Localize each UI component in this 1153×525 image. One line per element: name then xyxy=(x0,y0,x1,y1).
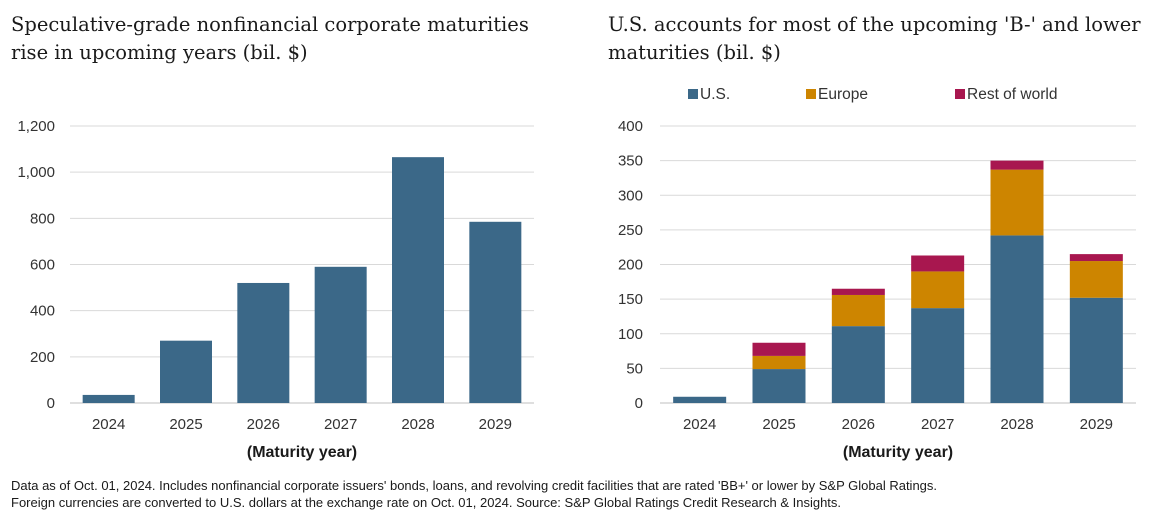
left-x-tick-label: 2028 xyxy=(401,416,434,433)
right-y-tick-label: 250 xyxy=(618,222,643,239)
right-bar-rest-of-world-2027 xyxy=(911,255,965,272)
right-x-tick-label: 2024 xyxy=(683,416,716,433)
legend-swatch-us xyxy=(688,89,698,99)
right-bar-rest-of-world-2029 xyxy=(1069,254,1123,262)
footnote: Data as of Oct. 01, 2024. Includes nonfi… xyxy=(11,477,1146,511)
left-bar-chart: 0 200 400 600 800 1,000 1,200 2024 2025 2026 2027 2… xyxy=(17,118,534,461)
left-y-tick-label: 200 xyxy=(30,349,55,366)
left-chart-title: Speculative-grade nonfinancial corporate… xyxy=(11,13,529,64)
right-x-tick-label: 2028 xyxy=(1000,416,1033,433)
right-bar-rest-of-world-2026 xyxy=(831,288,885,295)
right-bar-europe-2028 xyxy=(990,169,1044,236)
right-chart-title: U.S. accounts for most of the upcoming '… xyxy=(608,13,1141,64)
right-y-tick-label: 200 xyxy=(618,257,643,274)
left-x-tick-label: 2024 xyxy=(92,416,125,433)
left-y-tick-label: 0 xyxy=(47,395,55,412)
right-x-tick-label: 2029 xyxy=(1080,416,1113,433)
right-y-tick-label: 150 xyxy=(618,291,643,308)
left-y-tick-label: 600 xyxy=(30,257,55,274)
right-bar-us-2027 xyxy=(911,308,965,403)
left-bar-2024 xyxy=(82,394,135,403)
legend-swatch-rest-of-world xyxy=(955,89,965,99)
footnote-line-1: Data as of Oct. 01, 2024. Includes nonfi… xyxy=(11,478,938,493)
right-x-tick-label: 2025 xyxy=(762,416,795,433)
right-bar-europe-2025 xyxy=(752,355,806,370)
right-bar-us-2026 xyxy=(831,326,885,403)
left-bar-2025 xyxy=(160,340,212,403)
right-bar-us-2028 xyxy=(990,235,1044,403)
left-x-tick-label: 2029 xyxy=(479,416,512,433)
legend-swatch-europe xyxy=(806,89,816,99)
right-y-tick-label: 300 xyxy=(618,187,643,204)
legend-label-rest-of-world: Rest of world xyxy=(967,86,1057,103)
left-bar-2028 xyxy=(392,157,444,403)
right-bar-us-2024 xyxy=(673,396,727,403)
left-y-tick-label: 1,200 xyxy=(17,118,55,135)
left-bar-2029 xyxy=(469,221,522,403)
left-x-tick-label: 2026 xyxy=(247,416,280,433)
right-bar-europe-2027 xyxy=(911,271,965,309)
left-x-tick-label: 2027 xyxy=(324,416,357,433)
right-bar-europe-2029 xyxy=(1069,261,1123,298)
right-bar-rest-of-world-2025 xyxy=(752,342,806,356)
right-y-tick-label: 0 xyxy=(635,395,643,412)
left-bar-2027 xyxy=(314,266,367,403)
left-x-axis-title: (Maturity year) xyxy=(247,444,357,461)
right-bar-rest-of-world-2028 xyxy=(990,160,1044,170)
right-y-tick-label: 400 xyxy=(618,118,643,135)
right-bar-us-2025 xyxy=(752,369,806,403)
footnote-line-2: Foreign currencies are converted to U.S.… xyxy=(11,495,842,510)
left-y-tick-label: 400 xyxy=(30,303,55,320)
right-x-tick-label: 2027 xyxy=(921,416,954,433)
legend-label-us: U.S. xyxy=(700,86,730,103)
legend-item-europe: Europe xyxy=(806,86,868,103)
right-x-tick-label: 2026 xyxy=(842,416,875,433)
legend-item-us: U.S. xyxy=(688,86,730,103)
right-x-axis-title: (Maturity year) xyxy=(843,444,953,461)
left-x-tick-label: 2025 xyxy=(169,416,202,433)
right-y-tick-label: 50 xyxy=(626,360,643,377)
legend-item-rest-of-world: Rest of world xyxy=(955,86,1057,103)
legend-label-europe: Europe xyxy=(818,86,868,103)
right-bar-us-2029 xyxy=(1069,297,1123,403)
left-y-tick-label: 1,000 xyxy=(17,164,55,181)
right-stacked-bar-chart: 0 50 100 150 200 250 300 350 400 2024 2025 2026 2027… xyxy=(618,86,1136,461)
right-y-tick-label: 350 xyxy=(618,153,643,170)
left-y-tick-label: 800 xyxy=(30,210,55,227)
right-y-tick-label: 100 xyxy=(618,326,643,343)
left-bar-2026 xyxy=(237,282,290,403)
right-bar-europe-2026 xyxy=(831,294,885,327)
charts-canvas: 0 200 400 600 800 1,000 1,200 2024 2025 2026 2027 2… xyxy=(17,86,1136,461)
